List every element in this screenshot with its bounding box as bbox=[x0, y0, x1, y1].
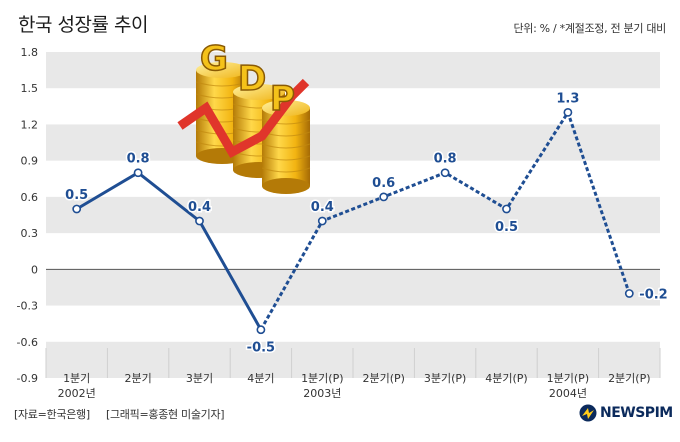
x-tick-label: 4분기 bbox=[247, 372, 274, 385]
svg-text:G: G bbox=[200, 39, 228, 79]
grid-band bbox=[46, 52, 660, 89]
data-label: 0.4 bbox=[311, 200, 334, 215]
data-label: 1.3 bbox=[556, 91, 579, 106]
unit-note: 단위: % / *계절조정, 전 분기 대비 bbox=[513, 22, 666, 35]
y-tick-label: 1.8 bbox=[21, 46, 39, 59]
x-year-label: 2003년 bbox=[303, 387, 341, 400]
data-labels: 0.5 0.8 0.4 -0.5 0.4 0.6 0.8 0.5 1.3 -0.2 bbox=[64, 90, 670, 357]
gdp-illustration: G D P bbox=[177, 38, 311, 194]
y-tick-label: 0.3 bbox=[21, 227, 39, 240]
y-tick-label: -0.3 bbox=[17, 300, 38, 313]
data-point bbox=[379, 192, 389, 202]
data-label: -0.2 bbox=[639, 287, 667, 302]
svg-text:D: D bbox=[238, 59, 266, 99]
y-tick-label: 1.2 bbox=[21, 118, 39, 131]
data-label: 0.6 bbox=[372, 176, 395, 191]
y-axis-ticks: 1.8 1.5 1.2 0.9 0.6 0.3 0 -0.3 -0.6 -0.9 bbox=[17, 46, 38, 385]
grid-band bbox=[46, 269, 660, 306]
x-tick-label: 2분기(P) bbox=[362, 372, 404, 385]
data-point bbox=[133, 168, 143, 178]
newspim-logo: NEWSPIM bbox=[579, 404, 673, 422]
x-tick-label: 2분기 bbox=[124, 372, 151, 385]
series-markers bbox=[72, 107, 634, 335]
data-point bbox=[563, 107, 573, 117]
x-tick-label: 4분기(P) bbox=[485, 372, 527, 385]
x-tick-label: 1분기(P) bbox=[301, 372, 343, 385]
y-tick-label: -0.6 bbox=[17, 336, 38, 349]
y-tick-label: -0.9 bbox=[17, 372, 38, 385]
series-solid-segment bbox=[75, 171, 263, 331]
y-tick-label: 0.6 bbox=[21, 191, 39, 204]
y-tick-label: 1.5 bbox=[21, 82, 39, 95]
grid-band bbox=[46, 124, 660, 161]
y-tick-label: 0 bbox=[31, 263, 38, 276]
x-tick-label: 3분기(P) bbox=[424, 372, 466, 385]
x-tick-label: 2분기(P) bbox=[608, 372, 650, 385]
logo-text: NEWSPIM bbox=[600, 405, 673, 421]
data-label: 0.5 bbox=[65, 188, 88, 203]
data-point bbox=[440, 168, 450, 178]
x-axis-labels: 1분기 2분기 3분기 4분기 1분기(P) 2분기(P) 3분기(P) 4분기(P) 1분기(… bbox=[58, 372, 651, 400]
data-label: 0.8 bbox=[127, 152, 150, 167]
graphic-credit: [그래픽=홍종현 미술기자] bbox=[106, 408, 225, 421]
x-tick-label: 1분기 bbox=[63, 372, 90, 385]
data-point bbox=[195, 216, 204, 226]
y-tick-label: 0.9 bbox=[21, 155, 39, 168]
axis-lines bbox=[45, 268, 661, 378]
data-point bbox=[502, 204, 511, 214]
data-point bbox=[72, 204, 82, 214]
data-label: -0.5 bbox=[247, 341, 275, 356]
source-note: [자료=한국은행] bbox=[14, 408, 90, 421]
grid-band bbox=[46, 196, 660, 234]
data-point bbox=[317, 216, 327, 226]
x-year-label: 2004년 bbox=[549, 387, 587, 400]
data-label: 0.8 bbox=[434, 152, 457, 167]
data-label: 0.5 bbox=[495, 220, 518, 235]
x-year-label: 2002년 bbox=[58, 387, 96, 400]
svg-text:P: P bbox=[270, 79, 295, 119]
data-label: 0.4 bbox=[188, 200, 211, 215]
x-tick-label: 3분기 bbox=[186, 372, 213, 385]
newspim-logo-icon bbox=[579, 404, 597, 422]
x-tick-label: 1분기(P) bbox=[547, 372, 589, 385]
data-point bbox=[256, 325, 266, 335]
data-point bbox=[624, 289, 634, 298]
chart-title: 한국 성장률 추이 bbox=[18, 14, 148, 36]
grid-bands bbox=[46, 52, 660, 378]
